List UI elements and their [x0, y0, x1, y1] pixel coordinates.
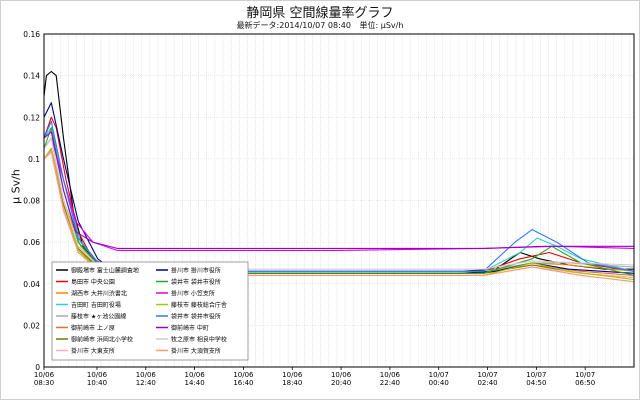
- y-tick-label: 0: [35, 363, 40, 372]
- legend-entry: 御前崎市 中町: [171, 324, 209, 332]
- x-tick-label-date: 10/06: [87, 371, 108, 379]
- series-line: [43, 137, 635, 272]
- series-line: [43, 150, 635, 276]
- latest-data-label: 最新データ:2014/10/07 08:40: [236, 21, 351, 30]
- x-tick-label-date: 10/06: [282, 371, 303, 379]
- legend-entry: 島田市 中央公園: [71, 278, 115, 286]
- legend-entry: 御前崎市 浜岡北小学校: [71, 336, 133, 344]
- legend-entry: 吉田町 吉田町役場: [71, 301, 121, 309]
- series-line: [43, 131, 634, 249]
- unit-label: 単位: μSv/h: [359, 21, 404, 30]
- x-tick-label-time: 00:40: [429, 379, 449, 387]
- x-tick-label-date: 10/07: [429, 371, 449, 379]
- x-tick-label-date: 10/06: [185, 371, 206, 379]
- x-tick-label-time: 12:40: [136, 379, 156, 387]
- series-line: [43, 137, 635, 270]
- series-line: [43, 120, 635, 272]
- series-line: [43, 147, 635, 279]
- chart-subtitle: 最新データ:2014/10/07 08:40 単位: μSv/h: [0, 20, 640, 31]
- legend-entry: 掛川市 小笠支所: [171, 290, 215, 298]
- x-tick-label-time: 20:40: [331, 379, 351, 387]
- x-tick-label-date: 10/07: [477, 371, 497, 379]
- x-tick-label-time: 14:40: [185, 379, 205, 387]
- legend-entry: 藤枝市 ★ヶ池公園線: [71, 313, 126, 321]
- legend-entry: 湖西市 大井川渋書北: [71, 290, 127, 298]
- series-line: [43, 102, 635, 274]
- legend-entry: 藤枝市 藤枝総合庁舎: [171, 301, 227, 309]
- series-line: [43, 152, 635, 279]
- legend-box: [51, 261, 249, 361]
- legend-entry: 掛川市 大東支所: [71, 347, 115, 355]
- x-tick-label-time: 06:50: [575, 379, 595, 387]
- x-tick-label-date: 10/06: [380, 371, 401, 379]
- legend-entry: 掛川市 掛川市役所: [171, 267, 221, 275]
- legend-entry: 牧之原市 相良中学校: [171, 336, 227, 344]
- chart-title: 静岡県 空間線量率グラフ: [246, 6, 394, 21]
- x-tick-label-date: 10/06: [34, 371, 55, 379]
- series-line: [43, 137, 635, 251]
- y-tick-label: 0.14: [23, 72, 40, 81]
- series-lines: [43, 70, 635, 283]
- y-tick-label: 0.06: [23, 238, 40, 247]
- y-tick-label: 0.02: [23, 321, 40, 330]
- y-axis: 0 0.02 0.04 0.06 0.08 0.1 0.12 0.14 0.16: [23, 30, 40, 372]
- y-tick-label: 0.16: [23, 30, 40, 39]
- x-tick-label-date: 10/07: [526, 371, 546, 379]
- legend-entry: 袋井市 袋井市役所: [171, 278, 221, 286]
- x-tick-label-time: 18:40: [282, 379, 302, 387]
- x-tick-label-date: 10/06: [233, 371, 254, 379]
- y-tick-label: 0.04: [23, 280, 40, 289]
- y-tick-label: 0.08: [23, 197, 40, 206]
- x-tick-label-time: 10:40: [87, 379, 107, 387]
- x-tick-label-time: 08:30: [34, 379, 54, 387]
- x-tick-label-time: 02:40: [477, 379, 497, 387]
- y-tick-label: 0.12: [23, 113, 40, 122]
- plot-border: [43, 33, 635, 368]
- legend-entry: 御前崎市 上ノ原: [71, 324, 115, 332]
- legend-entry: 御殿場市 富士山麓調査地: [71, 267, 139, 275]
- x-tick-label-date: 10/07: [575, 371, 595, 379]
- y-tick-label: 0.1: [28, 155, 40, 164]
- x-axis: 10/0608:3010/0610:4010/0612:4010/0614:40…: [34, 367, 595, 387]
- x-tick-label-time: 22:40: [380, 379, 400, 387]
- legend-entry: 掛川市 大須賀支所: [171, 347, 221, 355]
- x-tick-label-date: 10/06: [136, 371, 157, 379]
- legend-entry: 袋井市 袋井市役所: [171, 313, 221, 321]
- x-tick-label-date: 10/06: [331, 371, 352, 379]
- x-tick-label-time: 16:40: [233, 379, 253, 387]
- x-tick-label-time: 04:50: [526, 379, 546, 387]
- series-line: [43, 147, 635, 274]
